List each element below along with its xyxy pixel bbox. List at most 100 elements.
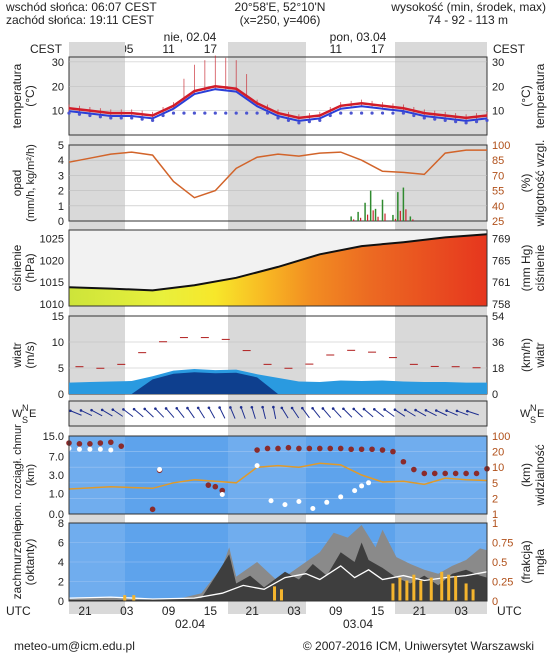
humidity-tick-right: 85 bbox=[492, 155, 504, 167]
cloud-base-dot bbox=[390, 448, 396, 455]
temperature-dot bbox=[98, 115, 102, 119]
temperature-dot bbox=[245, 111, 249, 115]
fog-bar bbox=[132, 595, 136, 601]
fog-bar bbox=[391, 583, 395, 601]
temperature-dot bbox=[318, 118, 322, 122]
precipitation-tick-left: 5 bbox=[58, 140, 64, 152]
wind-direction-arrow bbox=[272, 407, 277, 419]
temperature-dot bbox=[328, 113, 332, 118]
hour-bottom-label: 03 bbox=[455, 604, 469, 618]
fog-tick-right: 0.75 bbox=[492, 538, 513, 550]
temperature-dot bbox=[213, 111, 217, 115]
cloud-base-dot bbox=[212, 483, 219, 490]
temperature-right-label: temperatura bbox=[533, 63, 547, 128]
tz-right: CEST bbox=[493, 42, 526, 56]
temperature-dot bbox=[360, 111, 364, 115]
compass-right-n: N bbox=[530, 403, 537, 413]
temperature-dewpoint-line bbox=[68, 88, 488, 122]
visibility-dot bbox=[219, 492, 225, 497]
compass-right-s: S bbox=[530, 415, 536, 425]
humidity-right-label: wilgotność wzgl. bbox=[533, 140, 547, 228]
date2-label: 03.04 bbox=[343, 617, 373, 631]
wind-core-area bbox=[69, 372, 487, 394]
temperature-dot bbox=[464, 121, 468, 125]
cloud-base-dot bbox=[306, 445, 313, 452]
temperature-tick-right: 20 bbox=[492, 81, 504, 93]
coords-text: 20°58'E, 52°10'N bbox=[235, 0, 326, 14]
hour-top-label: 11 bbox=[162, 42, 175, 56]
visibility-dot bbox=[310, 506, 316, 512]
wind-direction-arrow bbox=[291, 407, 300, 419]
temperature-dot bbox=[286, 118, 291, 122]
hour-bottom-label: 21 bbox=[413, 604, 427, 618]
wind-left-label: wiatr bbox=[10, 342, 24, 368]
temperature-dot bbox=[443, 118, 447, 122]
temperature-dot bbox=[276, 116, 280, 120]
sunrise-text: wschód słońca: 06:07 CEST bbox=[5, 0, 157, 14]
cloud-tick-left: 2 bbox=[58, 577, 64, 589]
wind-direction-arrow bbox=[384, 409, 395, 417]
wind-direction-arrow bbox=[219, 407, 226, 419]
temperature-dot bbox=[307, 119, 311, 124]
cloud-base-dot bbox=[400, 458, 407, 465]
wind-direction-arrow bbox=[80, 410, 93, 416]
temperature-line bbox=[68, 85, 488, 120]
temperature-dot bbox=[255, 111, 259, 115]
temperature-dot bbox=[454, 119, 458, 124]
hour-bottom-label: 09 bbox=[329, 604, 343, 618]
wind-direction-arrow bbox=[404, 409, 416, 417]
visibility-dot bbox=[352, 488, 358, 494]
hour-bottom-label: 03 bbox=[120, 604, 134, 618]
cloud-base-dot bbox=[463, 470, 469, 477]
hour-bottom-label: 15 bbox=[371, 604, 385, 618]
wind-direction-head bbox=[383, 408, 386, 411]
wind-direction-strip bbox=[68, 400, 488, 427]
temperature-dot bbox=[349, 111, 353, 115]
temperature-tick-left: 10 bbox=[52, 106, 64, 118]
wind-direction-arrow bbox=[332, 408, 342, 418]
wind-direction-head bbox=[434, 409, 438, 412]
wind-direction-arrow bbox=[133, 408, 144, 418]
pressure-tick-right: 769 bbox=[492, 234, 510, 246]
temperature-dot bbox=[234, 111, 238, 115]
compass-e: E bbox=[29, 408, 36, 420]
humidity-tick-right: 70 bbox=[492, 170, 504, 182]
humidity-tick-right: 55 bbox=[492, 186, 504, 198]
fog-bar bbox=[429, 577, 433, 601]
wind-direction-head bbox=[207, 406, 211, 410]
temperature-dot bbox=[401, 111, 405, 115]
night-column bbox=[395, 42, 487, 614]
wind-direction-arrow bbox=[165, 408, 175, 418]
cloud-base-tick-left: 7.0 bbox=[49, 451, 64, 463]
precipitation-left-label: opad bbox=[10, 170, 24, 197]
visibility-tick-right: 20 bbox=[492, 447, 504, 459]
cloud-tick-left: 6 bbox=[58, 538, 64, 550]
night-column bbox=[228, 42, 306, 614]
fog-bar bbox=[454, 576, 458, 601]
wind-direction-arrow bbox=[301, 407, 310, 419]
wind-direction-head bbox=[79, 409, 83, 412]
wind-right-unit: (km/h) bbox=[519, 338, 533, 372]
wind-direction-head bbox=[143, 407, 147, 411]
wind-direction-head bbox=[154, 407, 157, 410]
elevation-title: wysokość (min, środek, max) bbox=[390, 0, 546, 14]
visibility-line bbox=[68, 462, 488, 490]
fog-bar bbox=[123, 595, 127, 601]
precipitation-bars bbox=[350, 187, 414, 221]
wind-direction-arrow bbox=[446, 410, 458, 416]
fog-right-label: mgła bbox=[533, 549, 547, 575]
wind-left-unit: (m/s) bbox=[23, 341, 37, 368]
fog-bar bbox=[398, 577, 402, 601]
wind-tick-right: 18 bbox=[492, 363, 504, 375]
cloud-base-tick-left: 15.0 bbox=[43, 431, 64, 443]
wind-direction-head bbox=[301, 406, 304, 410]
cloud-base-dot bbox=[275, 445, 281, 452]
wind-direction-head bbox=[100, 408, 104, 412]
cloud-base-dot bbox=[348, 446, 354, 453]
temperature-dot bbox=[119, 116, 123, 120]
wind-direction-head bbox=[250, 405, 254, 409]
precipitation-ticks: 5 100 4 85 3 70 2 55 1 40 0 25 bbox=[58, 140, 510, 228]
wind-direction-head bbox=[352, 407, 356, 411]
wind-direction-head bbox=[466, 409, 469, 413]
